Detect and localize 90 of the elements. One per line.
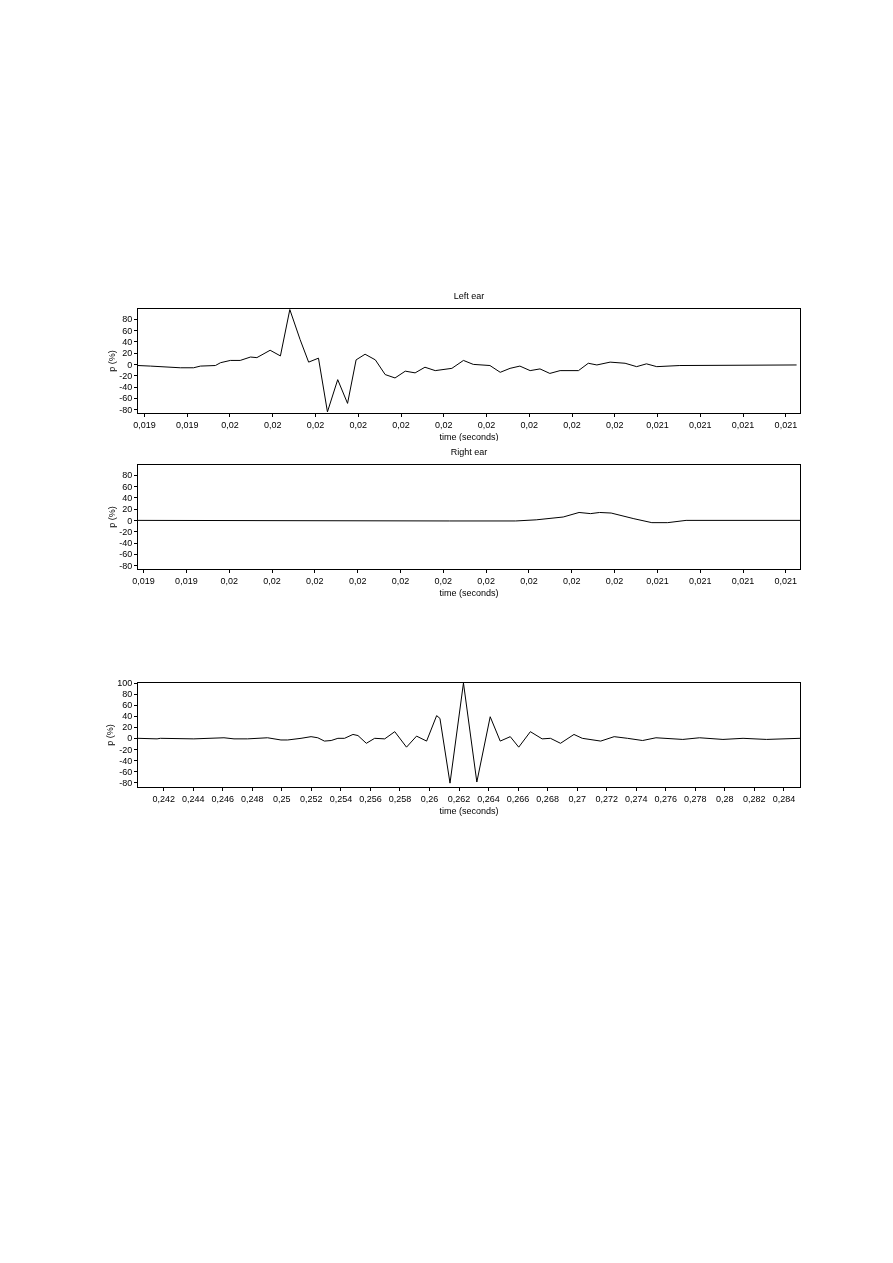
x-tick-label: 0,02 [563, 575, 581, 586]
y-tick-label: -40 [119, 382, 133, 393]
x-tick-label: 0,02 [606, 419, 624, 430]
x-tick-label: 0,021 [646, 419, 669, 430]
x-tick-label: 0,02 [435, 419, 453, 430]
y-tick-label: 40 [122, 711, 133, 722]
y-tick-label: -80 [119, 404, 133, 415]
y-tick-label: 40 [122, 336, 133, 347]
y-tick-label: -60 [119, 766, 133, 777]
x-tick-label: 0,252 [300, 793, 323, 804]
y-tick-label: 20 [122, 348, 133, 359]
x-tick-label: 0,02 [477, 419, 496, 430]
y-axis-title: p (%) [106, 506, 117, 528]
y-tick-label: -80 [119, 560, 133, 571]
x-tick-label: 0,284 [772, 793, 796, 804]
x-tick-label: 0,256 [359, 793, 382, 804]
y-tick-label: -60 [119, 549, 133, 560]
x-axis-title: time (seconds) [439, 805, 499, 816]
y-tick-label: -80 [119, 777, 133, 788]
y-tick-label: 20 [122, 504, 133, 515]
y-tick-label: -20 [119, 744, 133, 755]
y-tick-label: -20 [119, 370, 133, 381]
y-tick-label: 80 [122, 470, 133, 481]
x-tick-label: 0,02 [605, 575, 624, 586]
x-tick-label: 0,02 [391, 575, 410, 586]
x-tick-label: 0,25 [273, 793, 291, 804]
x-tick-label: 0,274 [624, 793, 648, 804]
x-tick-label: 0,019 [132, 575, 155, 586]
x-tick-label: 0,02 [434, 575, 453, 586]
x-axis-title: time (seconds) [439, 587, 499, 598]
y-tick-label: 40 [122, 492, 133, 503]
x-tick-label: 0,02 [477, 575, 495, 586]
x-tick-label: 0,019 [133, 419, 156, 430]
chart-title: Right ear [450, 447, 488, 458]
y-axis-title: p (%) [104, 724, 115, 746]
x-tick-label: 0,02 [306, 575, 324, 586]
y-tick-label: -60 [119, 393, 133, 404]
x-tick-label: 0,272 [595, 793, 618, 804]
x-tick-label: 0,02 [263, 419, 282, 430]
x-axis-title: time (seconds) [439, 431, 499, 442]
x-tick-label: 0,021 [646, 575, 669, 586]
x-tick-label: 0,264 [477, 793, 500, 804]
x-tick-label: 0,248 [241, 793, 264, 804]
x-tick-label: 0,266 [506, 793, 530, 804]
x-tick-label: 0,02 [263, 575, 281, 586]
x-tick-label: 0,019 [175, 575, 198, 586]
x-tick-label: 0,242 [152, 793, 175, 804]
x-tick-label: 0,021 [774, 575, 798, 586]
x-tick-label: 0,021 [689, 419, 712, 430]
x-tick-label: 0,27 [568, 793, 586, 804]
y-tick-label: 80 [122, 689, 133, 700]
x-tick-label: 0,246 [211, 793, 235, 804]
x-tick-label: 0,282 [743, 793, 766, 804]
x-tick-label: 0,02 [392, 419, 410, 430]
x-tick-label: 0,02 [306, 419, 325, 430]
x-tick-label: 0,244 [181, 793, 205, 804]
x-tick-label: 0,02 [520, 575, 538, 586]
x-tick-label: 0,02 [520, 419, 539, 430]
x-tick-label: 0,262 [447, 793, 471, 804]
chart-title: Left ear [453, 291, 485, 302]
y-tick-label: 60 [122, 481, 133, 492]
x-tick-label: 0,258 [388, 793, 412, 804]
y-tick-label: -40 [119, 755, 133, 766]
y-tick-label: 60 [122, 325, 133, 336]
x-tick-label: 0,019 [175, 419, 199, 430]
y-tick-label: 60 [122, 700, 133, 711]
y-tick-label: 0 [127, 515, 133, 526]
x-tick-label: 0,02 [348, 575, 367, 586]
y-tick-label: 100 [117, 678, 133, 689]
y-tick-label: 20 [122, 722, 133, 733]
x-tick-label: 0,254 [329, 793, 353, 804]
y-tick-label: 0 [127, 733, 133, 744]
x-tick-label: 0,28 [716, 793, 734, 804]
x-tick-label: 0,02 [349, 419, 368, 430]
x-tick-label: 0,02 [221, 419, 239, 430]
x-tick-label: 0,021 [688, 575, 712, 586]
y-axis-title: p (%) [106, 350, 117, 372]
x-tick-label: 0,021 [774, 419, 798, 430]
x-tick-label: 0,26 [420, 793, 439, 804]
y-tick-label: 80 [122, 314, 133, 325]
y-tick-label: -20 [119, 526, 133, 537]
x-tick-label: 0,268 [536, 793, 559, 804]
x-tick-label: 0,02 [563, 419, 581, 430]
y-tick-label: 0 [127, 359, 133, 370]
y-tick-label: -40 [119, 538, 133, 549]
x-tick-label: 0,021 [731, 575, 755, 586]
x-tick-label: 0,276 [654, 793, 678, 804]
x-tick-label: 0,02 [220, 575, 238, 586]
x-tick-label: 0,278 [684, 793, 707, 804]
x-tick-label: 0,021 [731, 419, 755, 430]
